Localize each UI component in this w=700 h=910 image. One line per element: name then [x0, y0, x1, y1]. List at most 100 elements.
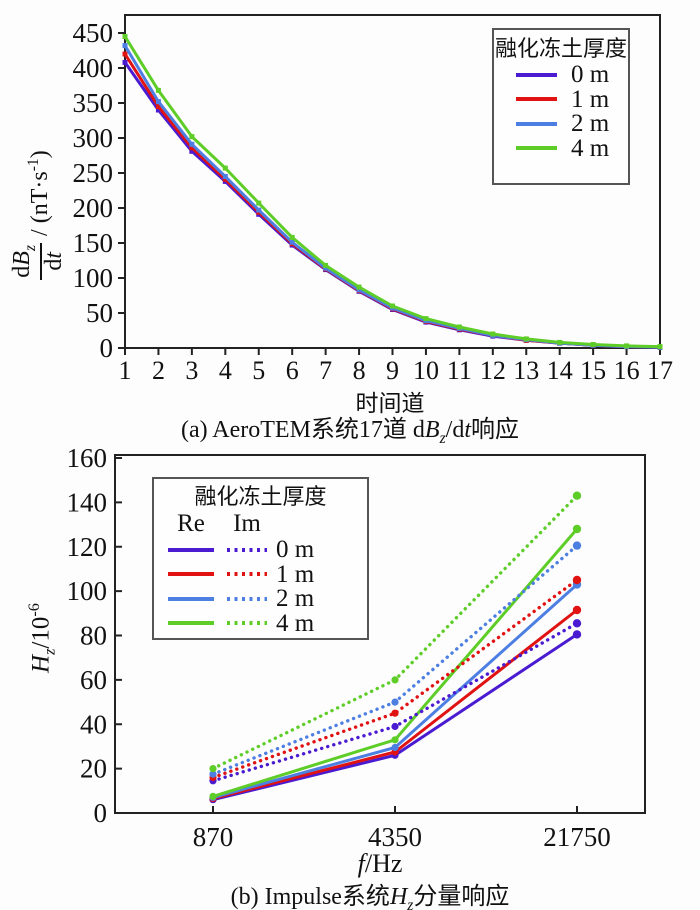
- data-point: [572, 491, 582, 500]
- x-tick-label: 8: [353, 356, 366, 385]
- y-tick-label: 60: [80, 665, 107, 695]
- data-point: [323, 265, 329, 271]
- data-point: [323, 262, 329, 268]
- legend-dotted-swatch: [227, 547, 267, 552]
- data-point: [222, 174, 228, 179]
- data-point: [189, 134, 195, 140]
- legend-dotted-swatch: [227, 596, 267, 601]
- chart-b-plot: 0 20 40 60 80 100 120 140 160 870 4350 21750: [67, 443, 646, 852]
- legend-header-im: Im: [233, 509, 261, 537]
- data-point: [155, 104, 161, 109]
- legend-title: 融化冻土厚度: [194, 484, 327, 509]
- data-point: [391, 736, 399, 744]
- chart-b-caption: (b) Impulse系统Hz分量响应: [230, 884, 510, 910]
- x-tick-label: 11: [447, 356, 472, 385]
- y-tick-label: 100: [67, 576, 108, 606]
- legend-item: 2 m: [494, 111, 628, 136]
- x-tick-label: 10: [413, 356, 439, 385]
- legend-item: 1 m: [154, 562, 367, 587]
- data-point: [155, 99, 161, 105]
- data-point: [572, 524, 582, 534]
- data-point: [356, 284, 362, 290]
- data-point: [391, 722, 399, 731]
- legend-item: 4 m: [494, 136, 628, 161]
- x-tick-label: 9: [386, 356, 399, 385]
- x-tick-label: 21750: [543, 822, 611, 852]
- y-tick-label: 40: [80, 709, 107, 739]
- legend-item-label: 0 m: [276, 536, 315, 564]
- data-point: [391, 698, 399, 706]
- data-point: [256, 200, 262, 206]
- data-point: [490, 331, 496, 337]
- legend-title: 融化冻土厚度: [494, 36, 627, 61]
- legend-solid-swatch: [168, 547, 214, 552]
- x-tick-label: 3: [185, 356, 198, 385]
- data-point: [624, 343, 630, 349]
- y-tick-label: 250: [73, 158, 114, 188]
- legend-item-label: 2 m: [276, 585, 315, 613]
- legend-column-headers: Re Im: [154, 510, 367, 537]
- x-tick-label: 13: [513, 356, 539, 385]
- data-point: [289, 234, 295, 240]
- legend-item-label: 1 m: [276, 560, 315, 588]
- y-tick-label: 0: [94, 798, 108, 828]
- series-line-im-1m: [211, 578, 579, 780]
- x-tick-label: 870: [193, 822, 234, 852]
- legend-item: 1 m: [494, 87, 628, 112]
- data-point: [155, 107, 161, 113]
- legend-header-re: Re: [177, 509, 205, 537]
- data-point: [189, 145, 195, 151]
- legend-solid-swatch: [168, 596, 214, 601]
- y-tick-label: 200: [73, 193, 114, 223]
- data-point: [391, 676, 399, 684]
- y-tick-label: 20: [80, 754, 107, 784]
- x-tick-label: 1: [119, 356, 132, 385]
- data-point: [256, 207, 262, 213]
- data-point: [189, 141, 195, 147]
- legend-item: 4 m: [154, 611, 367, 636]
- data-point: [590, 342, 596, 347]
- y-tick-label: 120: [67, 532, 108, 562]
- chart-a-x-axis-label: 时间道: [355, 391, 425, 416]
- legend-item: 0 m: [154, 537, 367, 562]
- y-tick-label: 80: [80, 621, 107, 651]
- legend-item: 2 m: [154, 586, 367, 611]
- data-point: [572, 605, 582, 615]
- data-point: [456, 324, 462, 330]
- data-point: [122, 43, 128, 49]
- x-tick-label: 16: [614, 356, 640, 385]
- y-tick-label: 300: [73, 123, 114, 153]
- data-point: [390, 303, 395, 309]
- chart-b-y-axis-label: Hz/10-6: [24, 603, 59, 673]
- x-tick-label: 15: [580, 356, 606, 385]
- x-tick-label: 12: [480, 356, 506, 385]
- x-tick-label: 17: [647, 356, 673, 385]
- y-axis-units: / (nT·s-1): [24, 150, 53, 236]
- legend-item-label: 1 m: [571, 85, 610, 113]
- x-tick-label: 4: [219, 356, 232, 385]
- data-point: [391, 743, 399, 752]
- data-point: [209, 770, 217, 778]
- x-tick-label: 7: [319, 356, 332, 385]
- legend-line-swatch: [516, 121, 557, 126]
- data-point: [557, 339, 563, 345]
- data-point: [209, 765, 217, 773]
- x-tick-label: 6: [286, 356, 299, 385]
- chart-b-x-axis-label: f/Hz: [357, 849, 403, 878]
- data-point: [523, 336, 529, 342]
- legend-solid-swatch: [168, 621, 214, 626]
- fraction-numerator: dBz: [9, 242, 42, 280]
- legend-solid-swatch: [168, 572, 214, 577]
- data-point: [222, 176, 228, 182]
- x-tick-label: 14: [547, 356, 573, 385]
- dbz-dt-fraction: dBz dt: [9, 242, 68, 280]
- fraction-denominator: dt: [40, 252, 67, 271]
- legend-item-label: 2 m: [571, 110, 610, 138]
- data-point: [572, 619, 582, 628]
- legend-item-label: 0 m: [571, 61, 610, 89]
- y-tick-label: 400: [73, 53, 114, 83]
